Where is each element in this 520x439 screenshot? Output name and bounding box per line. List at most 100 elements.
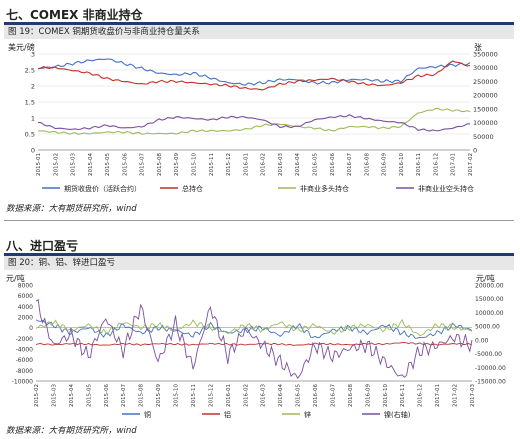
x-tick-label: 2015-07 (140, 153, 146, 176)
chart-import-profit-loss: 元/吨 元/吨 -10000 -8000 -6000 -4000 -2000 0 2000 400… (6, 273, 506, 419)
y-tick-right: 50000 (473, 133, 494, 141)
y-tick-right: 250000 (473, 78, 498, 86)
x-tick-label: 2015-07 (121, 384, 127, 407)
x-tick-label: 2015-04 (88, 153, 94, 176)
x-tick-label: 2015-12 (226, 153, 232, 176)
y-tick-left: -6000 (16, 357, 34, 364)
legend-label: 铝 (224, 410, 231, 419)
y-tick-right: 15000.00 (475, 296, 504, 303)
y-tick-right: -10000.00 (475, 365, 506, 372)
x-tick-label: 2015-08 (157, 153, 163, 176)
x-tick-label: 2015-05 (86, 384, 92, 407)
section-divider (4, 253, 514, 256)
x-tick-label: 2016-04 (295, 153, 301, 176)
x-tick-label: 2016-11 (400, 384, 406, 407)
y-tick-right: 0.00 (475, 337, 489, 344)
x-tick-label: 2016-07 (330, 384, 336, 407)
y-tick-left: 0 (31, 147, 35, 155)
x-tick-label: 2016-03 (278, 153, 284, 176)
section-title-comex: 七、COMEX 非商业持仓 (6, 8, 143, 22)
series-line (37, 107, 471, 135)
y-tick-left: -8000 (16, 368, 34, 375)
y-tick-left: 0.5 (25, 131, 35, 139)
y-tick-left: 0 (29, 325, 33, 332)
y-tick-left: -2000 (16, 336, 34, 343)
x-tick-label: 2015-09 (156, 384, 162, 407)
series-line (37, 58, 471, 86)
left-axis-unit: 美元/磅 (8, 42, 35, 52)
y-tick-left: 3 (31, 51, 35, 59)
x-tick-label: 2016-02 (261, 153, 267, 176)
x-tick-label: 2017-02 (453, 384, 459, 407)
y-tick-left: 1 (31, 115, 35, 123)
section-divider (4, 22, 514, 25)
x-tick-label: 2015-10 (174, 384, 180, 407)
x-tick-label: 2016-12 (418, 384, 424, 407)
x-tick-label: 2017-01 (451, 153, 457, 176)
x-tick-label: 2016-08 (364, 153, 370, 176)
left-axis-unit: 元/吨 (6, 273, 25, 283)
series-line (35, 318, 473, 337)
y-tick-right: 20000.00 (475, 283, 504, 290)
legend-label: 非商业业空头持仓 (418, 184, 474, 193)
x-tick-label: 2016-06 (313, 384, 319, 407)
x-tick-label: 2015-06 (122, 153, 128, 176)
series-line (35, 298, 473, 380)
x-tick-label: 2016-04 (278, 384, 284, 407)
x-tick-label: 2017-02 (468, 153, 474, 176)
y-tick-left: 6000 (18, 293, 33, 300)
y-tick-right: 350000 (473, 51, 498, 59)
legend-label: 总持仓 (182, 184, 203, 193)
x-tick-label: 2015-03 (51, 384, 57, 407)
right-axis-unit: 张 (474, 43, 482, 52)
data-source: 数据来源：大有期货研究所，wind (6, 204, 137, 214)
y-tick-left: 1.5 (25, 99, 35, 107)
legend-label: 铜 (144, 410, 151, 419)
x-tick-label: 2016-10 (399, 153, 405, 176)
legend-label: 镍(右轴) (384, 410, 411, 419)
y-tick-right: -5000.00 (475, 351, 502, 358)
section-title-import: 八、进口盈亏 (6, 239, 79, 253)
x-tick-label: 2015-03 (71, 153, 77, 176)
x-tick-label: 2015-09 (174, 153, 180, 176)
legend-label: 锌 (304, 410, 311, 419)
legend-label: 期货收盘价（活跃合约） (64, 184, 141, 193)
separator-line (4, 220, 514, 221)
y-tick-right: 200000 (473, 92, 498, 100)
y-tick-right: 5000.00 (475, 324, 500, 331)
y-tick-right: 0 (473, 147, 477, 155)
y-tick-right: 300000 (473, 64, 498, 72)
x-tick-label: 2015-11 (191, 384, 197, 407)
x-tick-label: 2016-07 (347, 153, 353, 176)
x-tick-label: 2016-08 (348, 384, 354, 407)
y-tick-left: -4000 (16, 347, 34, 354)
x-tick-label: 2015-01 (36, 153, 42, 176)
x-tick-label: 2016-11 (416, 153, 422, 176)
y-tick-left: 4000 (18, 304, 33, 311)
x-tick-label: 2015-10 (192, 153, 198, 176)
y-tick-right: 100000 (473, 119, 498, 127)
x-tick-label: 2016-09 (365, 384, 371, 407)
x-tick-label: 2017-03 (470, 384, 476, 407)
x-tick-label: 2016-12 (433, 153, 439, 176)
x-tick-label: 2015-05 (105, 153, 111, 176)
y-tick-right: -15000.00 (475, 379, 506, 386)
series-line (37, 114, 470, 132)
y-tick-left: 2000 (18, 315, 33, 322)
y-tick-left: -10000 (12, 379, 33, 386)
x-tick-label: 2016-10 (383, 384, 389, 407)
x-tick-label: 2015-08 (139, 384, 145, 407)
x-tick-label: 2015-12 (208, 384, 214, 407)
x-tick-label: 2015-06 (104, 384, 110, 407)
y-tick-right: 150000 (473, 105, 498, 113)
x-tick-label: 2015-04 (69, 384, 75, 407)
x-tick-label: 2016-05 (296, 384, 302, 407)
x-tick-label: 2017-01 (435, 384, 441, 407)
x-tick-label: 2016-09 (382, 153, 388, 176)
x-tick-label: 2015-02 (53, 153, 59, 176)
series-line (37, 60, 471, 91)
y-tick-right: 10000.00 (475, 310, 504, 317)
figure-caption: 图 20：铜、铝、锌进口盈亏 (4, 256, 514, 270)
x-tick-label: 2015-11 (209, 153, 215, 176)
legend-label: 非商业多头持仓 (300, 184, 349, 193)
